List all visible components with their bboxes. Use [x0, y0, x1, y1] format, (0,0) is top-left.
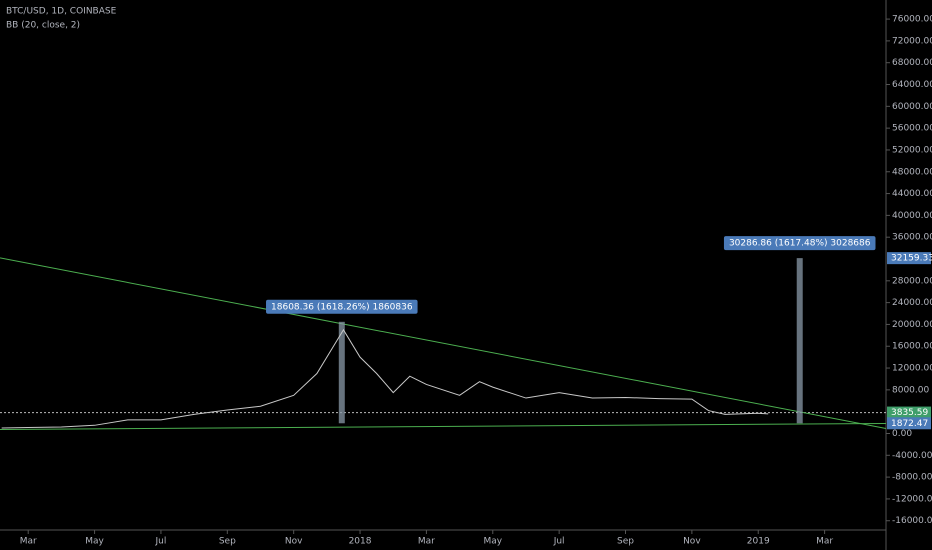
range-label: 30286.86 (1617.48%) 3028686 — [729, 239, 871, 249]
y-tick-label: 72000.00 — [892, 36, 932, 46]
y-tick-label: 40000.00 — [892, 211, 932, 221]
x-tick-label: 2018 — [349, 537, 372, 547]
y-tick-label: -12000.00 — [892, 494, 932, 504]
x-tick-label: 2019 — [747, 537, 770, 547]
price-label-box — [887, 417, 931, 430]
price-line — [1, 328, 769, 429]
y-tick-label: 56000.00 — [892, 124, 932, 134]
y-tick-label: 44000.00 — [892, 189, 932, 199]
y-tick-label: 0.00 — [892, 429, 912, 439]
x-tick-label: Mar — [20, 537, 37, 547]
x-tick-label: May — [483, 537, 502, 547]
price-range-bar — [338, 321, 345, 424]
y-tick-label: -4000.00 — [892, 451, 932, 461]
price-label: 32159.33 — [891, 254, 932, 264]
y-tick-label: 12000.00 — [892, 364, 932, 374]
chart-title: BTC/USD, 1D, COINBASE — [6, 7, 117, 17]
y-tick-label: 76000.00 — [892, 15, 932, 25]
price-label: 3835.59 — [891, 408, 928, 418]
y-tick-label: 8000.00 — [892, 385, 929, 395]
y-tick-label: 20000.00 — [892, 320, 932, 330]
x-tick-label: Sep — [617, 537, 634, 547]
range-label: 18608.36 (1618.26%) 1860836 — [271, 302, 413, 312]
range-label-box — [266, 299, 418, 314]
y-tick-label: 36000.00 — [892, 233, 932, 243]
y-tick-label: -16000.00 — [892, 516, 932, 526]
y-tick-label: 64000.00 — [892, 80, 932, 90]
x-tick-label: May — [85, 537, 104, 547]
trendline — [0, 257, 887, 429]
range-label-box — [723, 236, 876, 251]
y-tick-label: 60000.00 — [892, 102, 932, 112]
x-tick-label: Jul — [553, 537, 565, 547]
price-label-box — [887, 252, 931, 265]
price-range-bar — [796, 258, 803, 424]
y-tick-label: -8000.00 — [892, 473, 932, 483]
y-tick-label: 24000.00 — [892, 298, 932, 308]
y-tick-label: 48000.00 — [892, 167, 932, 177]
y-tick-label: 68000.00 — [892, 58, 932, 68]
y-tick-label: 52000.00 — [892, 145, 932, 155]
x-tick-label: Sep — [219, 537, 236, 547]
y-tick-label: 16000.00 — [892, 342, 932, 352]
indicator-label: BB (20, close, 2) — [6, 21, 80, 31]
x-tick-label: Mar — [418, 537, 435, 547]
price-label: 1872.47 — [891, 419, 928, 429]
x-tick-label: Mar — [816, 537, 833, 547]
x-tick-label: Nov — [285, 537, 303, 547]
trendline — [0, 422, 887, 430]
x-tick-label: Jul — [155, 537, 167, 547]
y-tick-label: 28000.00 — [892, 276, 932, 286]
price-label-box — [887, 406, 931, 419]
x-tick-label: Nov — [683, 537, 701, 547]
